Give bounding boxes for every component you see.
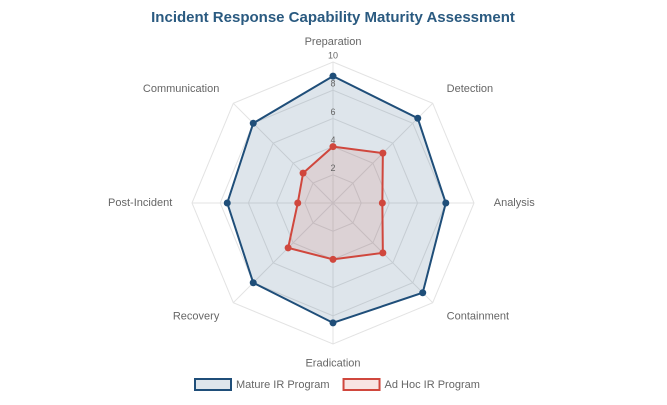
data-point <box>442 199 450 207</box>
data-point <box>329 143 337 151</box>
r-tick-label: 10 <box>328 50 338 60</box>
data-point <box>329 72 337 80</box>
r-tick-label: 6 <box>330 107 335 117</box>
data-point <box>419 289 427 297</box>
data-point <box>299 169 307 177</box>
chart-title: Incident Response Capability Maturity As… <box>151 9 515 26</box>
axis-label: Containment <box>447 311 509 323</box>
data-point <box>329 319 337 327</box>
r-tick-label: 8 <box>330 79 335 89</box>
legend-swatch <box>194 378 232 391</box>
spoke <box>232 202 334 304</box>
data-point <box>379 149 387 157</box>
legend-item: Mature IR Program <box>194 378 330 391</box>
data-point <box>294 199 302 207</box>
data-point <box>249 279 257 287</box>
data-point <box>284 244 292 252</box>
axis-label: Eradication <box>305 358 360 370</box>
legend-label: Ad Hoc IR Program <box>385 379 480 391</box>
data-point <box>378 199 386 207</box>
spoke <box>232 102 334 204</box>
data-point <box>249 119 257 127</box>
data-point <box>223 199 231 207</box>
data-point <box>329 255 337 263</box>
legend-swatch <box>342 378 381 391</box>
axis-label: Communication <box>143 83 219 95</box>
axis-label: Post-Incident <box>108 197 172 209</box>
axis-label: Preparation <box>305 36 362 48</box>
r-tick-label: 4 <box>330 135 335 145</box>
axis-label: Recovery <box>173 311 220 323</box>
axis-label: Analysis <box>494 197 535 209</box>
legend-label: Mature IR Program <box>236 379 330 391</box>
axis-label: Detection <box>447 83 493 95</box>
legend-item: Ad Hoc IR Program <box>342 378 480 391</box>
r-tick-label: 2 <box>330 163 335 173</box>
data-point <box>414 114 422 122</box>
data-point <box>379 249 387 257</box>
